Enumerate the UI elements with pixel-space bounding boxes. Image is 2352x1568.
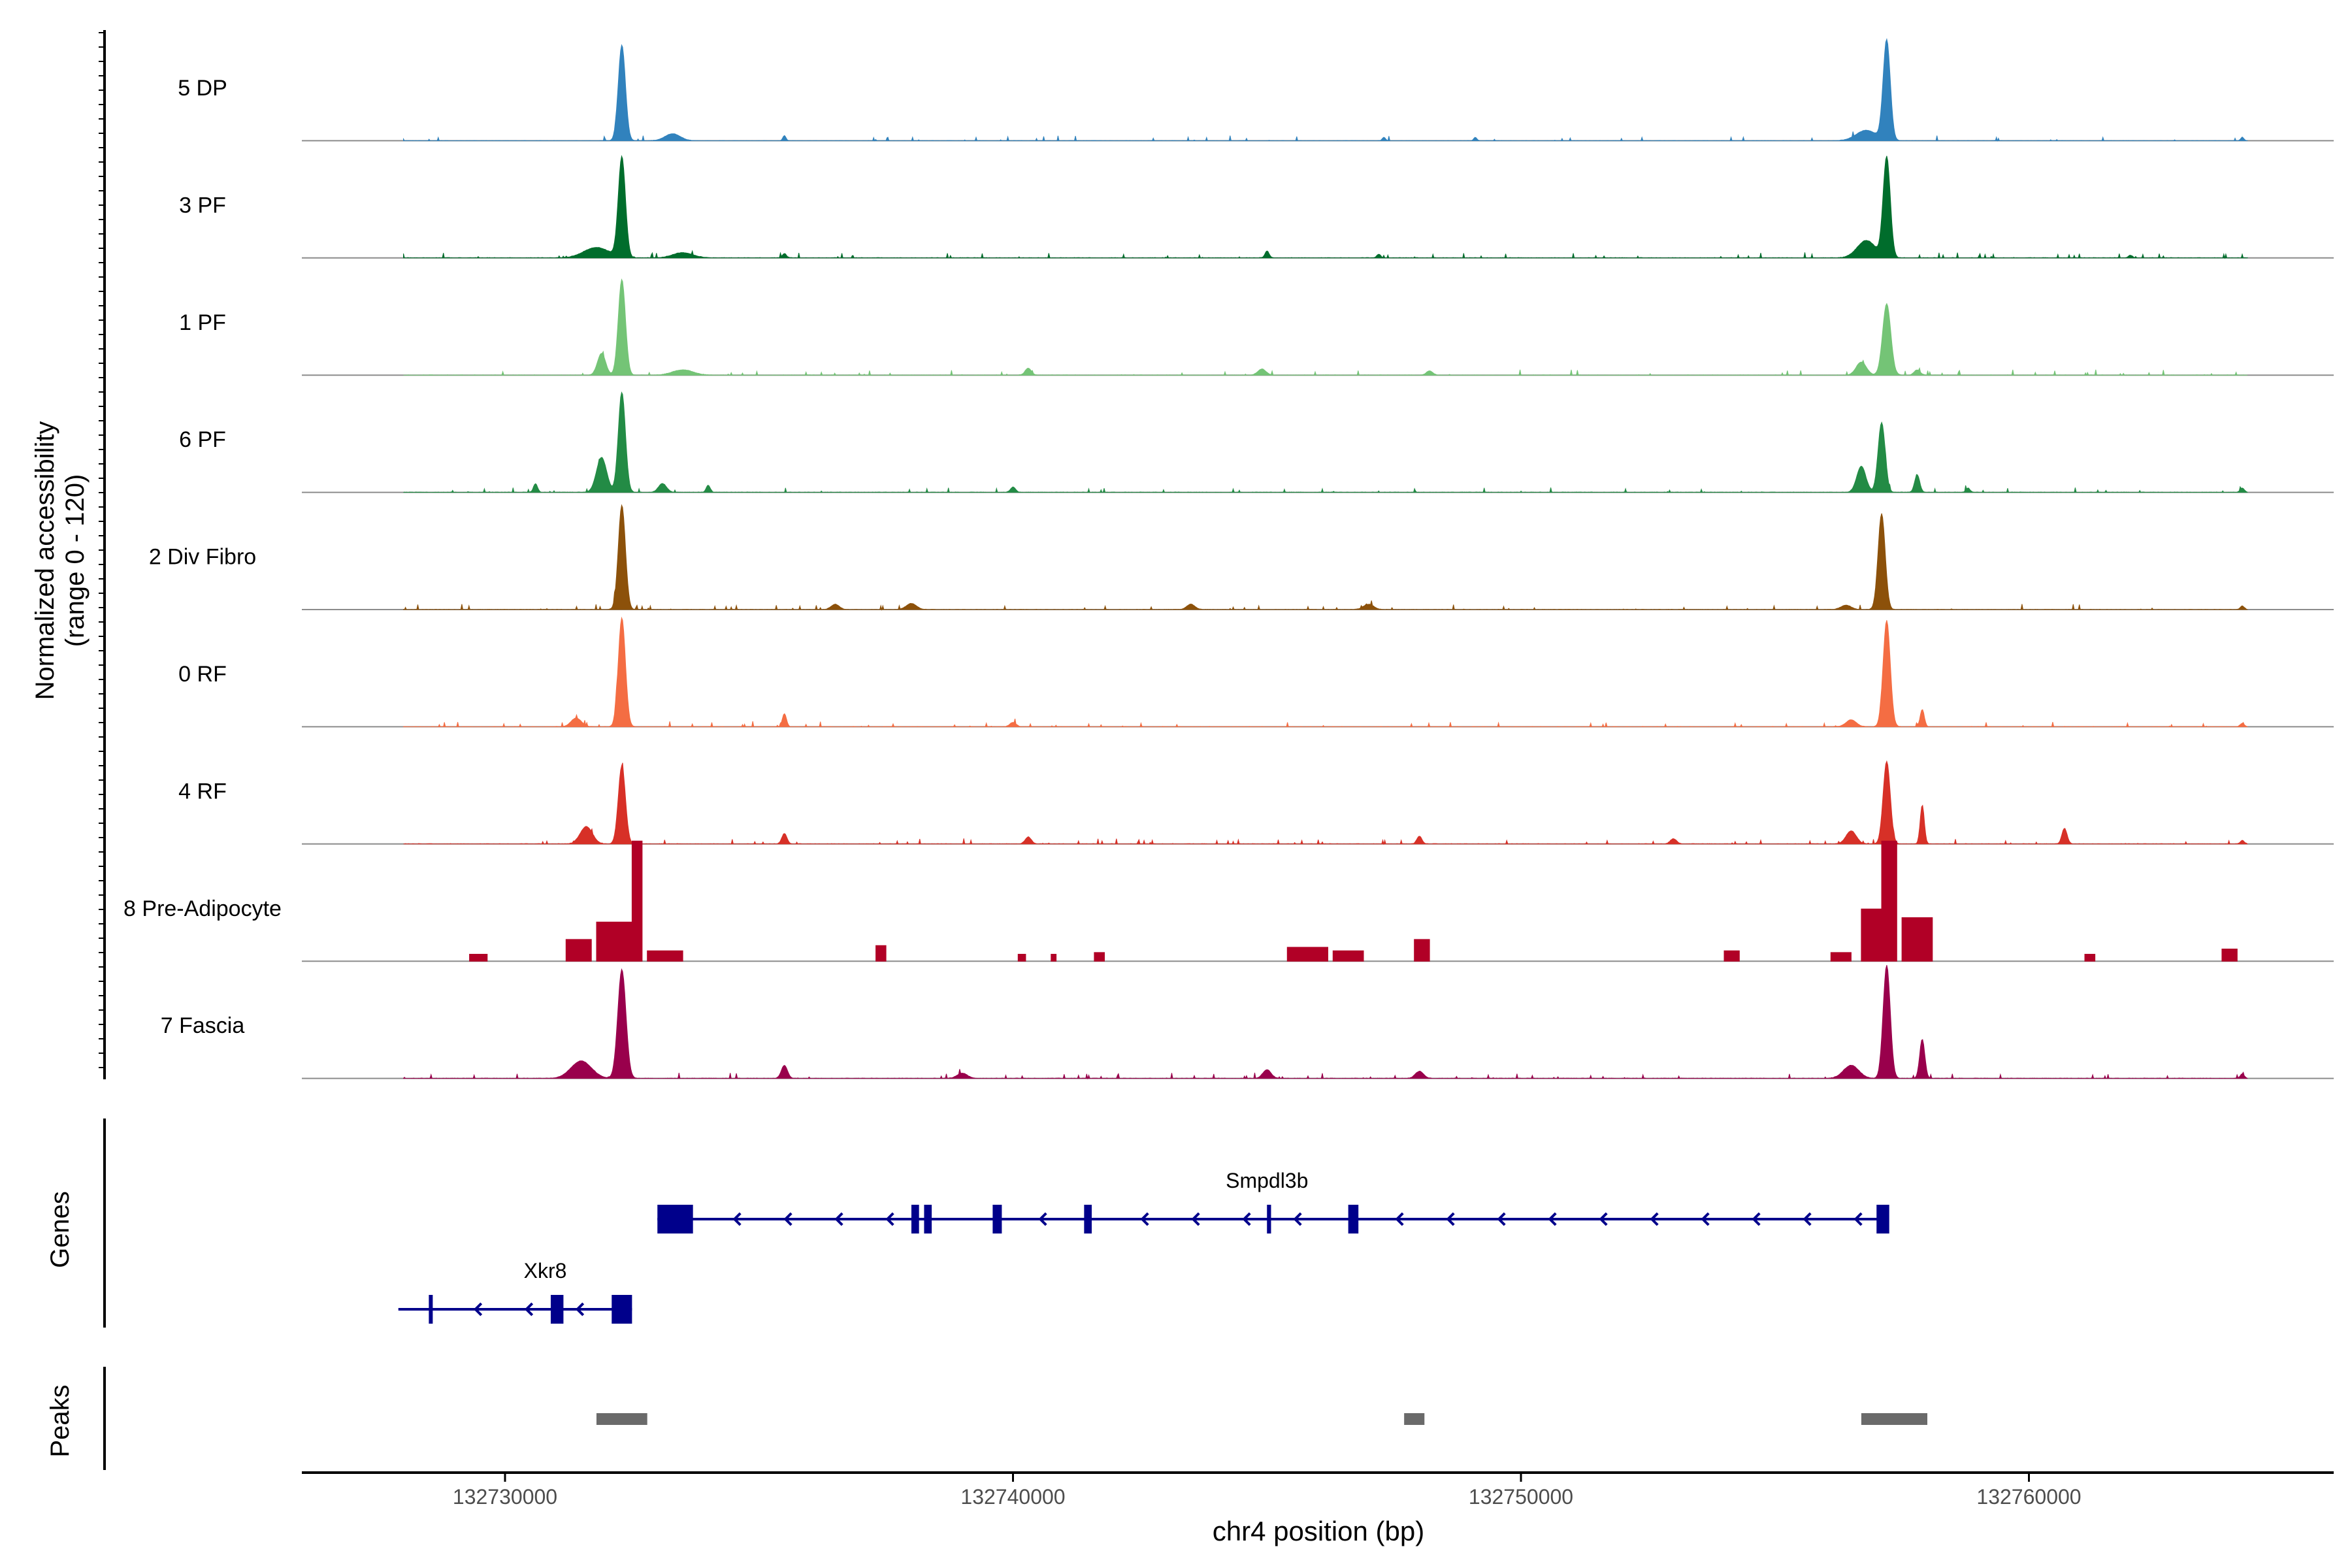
track-label: 4 RF xyxy=(178,779,227,804)
strand-arrow xyxy=(1497,1212,1506,1226)
peaks-panel xyxy=(103,1367,1927,1470)
gene-exon xyxy=(429,1295,433,1324)
peak-region xyxy=(596,1413,647,1425)
y-axis-range-label: (range 0 - 120) xyxy=(61,474,90,647)
x-tick-label: 132740000 xyxy=(960,1485,1065,1509)
track-label: 2 Div Fibro xyxy=(149,545,256,570)
strand-arrow xyxy=(1446,1212,1455,1226)
gene-exon xyxy=(992,1205,1002,1233)
strand-arrow xyxy=(1599,1212,1608,1226)
strand-arrow xyxy=(575,1302,585,1316)
coverage-track xyxy=(302,38,2334,142)
coverage-track xyxy=(302,391,2334,493)
strand-arrow xyxy=(834,1212,843,1226)
coverage-track xyxy=(302,155,2334,259)
coverage-area xyxy=(403,155,2248,259)
track-labels: 5 DP 3 PF 1 PF 6 PF 2 Div Fibro 0 RF 4 RF 8 Pre… xyxy=(123,76,282,1038)
gene-exon xyxy=(657,1205,693,1233)
coverage-track xyxy=(302,616,2334,728)
peaks-panel-label: Peaks xyxy=(46,1384,74,1457)
coverage-area xyxy=(403,391,2248,493)
gene-exon xyxy=(1348,1205,1359,1233)
coverage-tracks xyxy=(302,38,2334,1080)
strand-arrow xyxy=(1752,1212,1761,1226)
strand-arrow xyxy=(473,1302,483,1316)
gene-name-label: Xkr8 xyxy=(524,1259,567,1282)
strand-arrow xyxy=(1038,1212,1047,1226)
left-axis xyxy=(99,30,106,1079)
y-axis-label: Normalized accessibility xyxy=(31,421,59,700)
x-axis-title: chr4 position (bp) xyxy=(1213,1516,1425,1546)
strand-arrow xyxy=(1395,1212,1404,1226)
gene-exon xyxy=(924,1205,932,1233)
strand-arrow xyxy=(783,1212,792,1226)
track-label: 3 PF xyxy=(179,193,226,218)
gene-model: Xkr8 xyxy=(398,1259,632,1324)
strand-arrow xyxy=(732,1212,742,1226)
x-tick-label: 132750000 xyxy=(1469,1485,1573,1509)
peak-region xyxy=(1861,1413,1927,1425)
peak-region xyxy=(1404,1413,1425,1425)
gene-name-label: Smpdl3b xyxy=(1226,1169,1308,1192)
strand-arrow xyxy=(1191,1212,1200,1226)
track-label: 5 DP xyxy=(178,76,227,101)
strand-arrow xyxy=(1140,1212,1149,1226)
coverage-track xyxy=(302,504,2334,611)
coverage-area xyxy=(403,965,2248,1080)
coverage-track xyxy=(302,278,2334,377)
gene-exon xyxy=(1876,1205,1889,1233)
strand-arrow xyxy=(1650,1212,1659,1226)
strand-arrow xyxy=(1548,1212,1557,1226)
track-label: 8 Pre-Adipocyte xyxy=(123,896,282,921)
genes-panel-label: Genes xyxy=(46,1191,74,1268)
strand-arrow xyxy=(1701,1212,1710,1226)
coverage-area xyxy=(403,38,2248,142)
track-label: 1 PF xyxy=(179,310,226,335)
strand-arrow xyxy=(1293,1212,1302,1226)
strand-arrow xyxy=(1242,1212,1251,1226)
coverage-track xyxy=(302,840,2334,962)
gene-exon xyxy=(1267,1205,1271,1233)
track-label: 0 RF xyxy=(178,662,227,687)
coverage-track xyxy=(302,965,2334,1080)
gene-exon xyxy=(1084,1205,1092,1233)
coverage-area xyxy=(403,278,2247,377)
strand-arrow xyxy=(524,1302,534,1316)
coverage-area xyxy=(403,760,2248,845)
x-axis: 132730000 132740000 132750000 132760000 xyxy=(302,1471,2334,1509)
track-label: 6 PF xyxy=(179,427,226,452)
gene-model: Smpdl3b xyxy=(657,1169,1889,1233)
x-tick-label: 132730000 xyxy=(453,1485,557,1509)
x-tick-label: 132760000 xyxy=(1976,1485,2081,1509)
coverage-area xyxy=(469,840,2238,962)
coverage-area xyxy=(403,616,2248,728)
gene-exon xyxy=(612,1295,632,1324)
gene-annotation-panel: Smpdl3b Xkr8 xyxy=(103,1119,1889,1328)
track-label: 7 Fascia xyxy=(161,1013,245,1038)
gene-exon xyxy=(550,1295,564,1324)
gene-exon xyxy=(911,1205,919,1233)
strand-arrow xyxy=(1854,1212,1863,1226)
strand-arrow xyxy=(885,1212,894,1226)
coverage-area xyxy=(403,504,2248,611)
strand-arrow xyxy=(1803,1212,1812,1226)
